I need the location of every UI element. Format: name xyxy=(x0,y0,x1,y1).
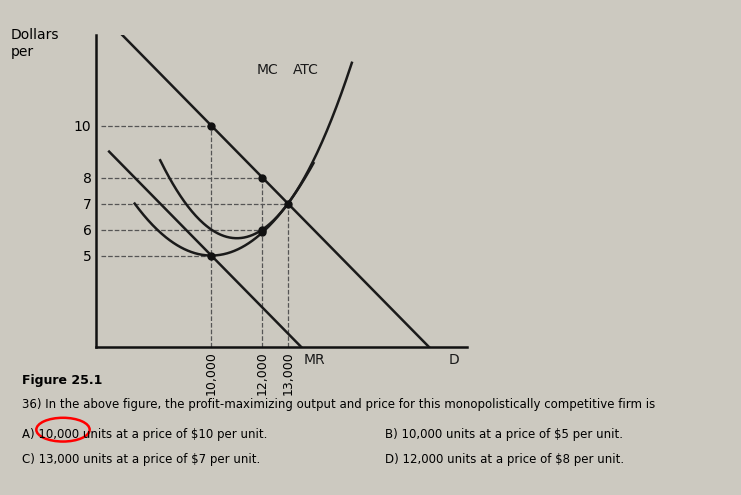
Text: Dollars
per: Dollars per xyxy=(11,28,59,58)
Text: A) 10,000 units at a price of $10 per unit.: A) 10,000 units at a price of $10 per un… xyxy=(22,428,268,441)
Text: B) 10,000 units at a price of $5 per unit.: B) 10,000 units at a price of $5 per uni… xyxy=(385,428,623,441)
Text: D: D xyxy=(449,353,459,367)
Text: MC: MC xyxy=(256,63,279,77)
Text: D) 12,000 units at a price of $8 per unit.: D) 12,000 units at a price of $8 per uni… xyxy=(385,453,625,466)
Text: C) 13,000 units at a price of $7 per unit.: C) 13,000 units at a price of $7 per uni… xyxy=(22,453,261,466)
Text: ATC: ATC xyxy=(293,63,319,77)
Text: 36) In the above figure, the profit-maximizing output and price for this monopol: 36) In the above figure, the profit-maxi… xyxy=(22,398,656,411)
Text: Figure 25.1: Figure 25.1 xyxy=(22,374,102,387)
Text: MR: MR xyxy=(303,353,325,367)
